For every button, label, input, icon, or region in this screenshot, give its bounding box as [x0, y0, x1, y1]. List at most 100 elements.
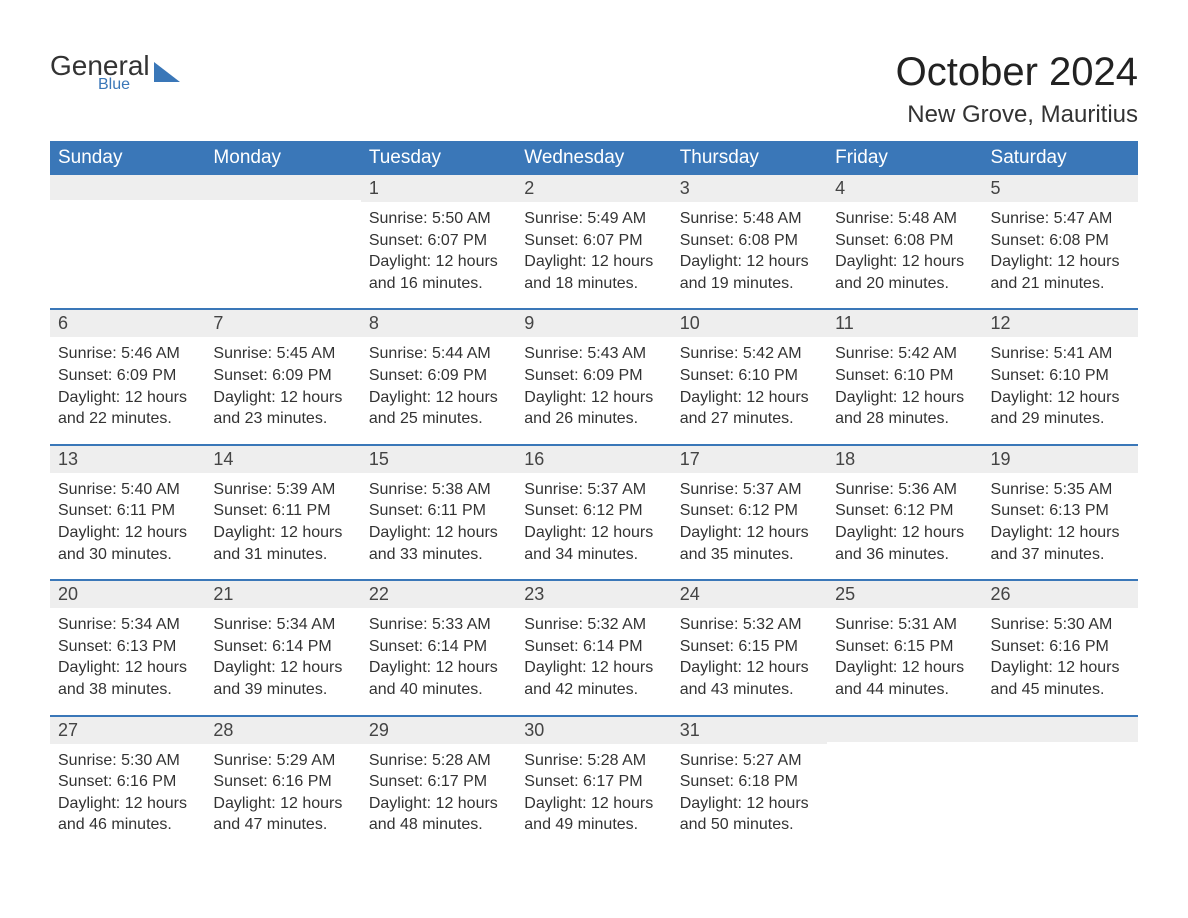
day-number: 4	[827, 175, 982, 202]
calendar-page: General Blue October 2024 New Grove, Mau…	[0, 0, 1188, 880]
calendar-day-cell: 26Sunrise: 5:30 AMSunset: 6:16 PMDayligh…	[983, 581, 1138, 714]
sunset-text: Sunset: 6:11 PM	[58, 500, 197, 522]
day-details: Sunrise: 5:32 AMSunset: 6:14 PMDaylight:…	[516, 608, 671, 714]
day-number: 30	[516, 717, 671, 744]
calendar-day-cell: 15Sunrise: 5:38 AMSunset: 6:11 PMDayligh…	[361, 446, 516, 579]
day-details: Sunrise: 5:32 AMSunset: 6:15 PMDaylight:…	[672, 608, 827, 714]
daylight-text: Daylight: 12 hours and 48 minutes.	[369, 793, 508, 836]
day-details: Sunrise: 5:47 AMSunset: 6:08 PMDaylight:…	[983, 202, 1138, 308]
sunrise-text: Sunrise: 5:34 AM	[58, 614, 197, 636]
calendar-week: 20Sunrise: 5:34 AMSunset: 6:13 PMDayligh…	[50, 579, 1138, 714]
sunset-text: Sunset: 6:08 PM	[991, 230, 1130, 252]
month-title: October 2024	[896, 50, 1138, 95]
weekday-header: Sunday	[50, 141, 205, 175]
sunrise-text: Sunrise: 5:41 AM	[991, 343, 1130, 365]
day-details: Sunrise: 5:37 AMSunset: 6:12 PMDaylight:…	[672, 473, 827, 579]
day-number: 17	[672, 446, 827, 473]
sunrise-text: Sunrise: 5:48 AM	[680, 208, 819, 230]
daylight-text: Daylight: 12 hours and 21 minutes.	[991, 251, 1130, 294]
calendar-day-cell: 22Sunrise: 5:33 AMSunset: 6:14 PMDayligh…	[361, 581, 516, 714]
calendar-day-cell: 14Sunrise: 5:39 AMSunset: 6:11 PMDayligh…	[205, 446, 360, 579]
sunrise-text: Sunrise: 5:29 AM	[213, 750, 352, 772]
day-number: 12	[983, 310, 1138, 337]
weekday-header: Thursday	[672, 141, 827, 175]
day-number: 24	[672, 581, 827, 608]
sunset-text: Sunset: 6:09 PM	[369, 365, 508, 387]
sunset-text: Sunset: 6:09 PM	[58, 365, 197, 387]
day-number: 25	[827, 581, 982, 608]
sunrise-text: Sunrise: 5:42 AM	[680, 343, 819, 365]
day-details: Sunrise: 5:30 AMSunset: 6:16 PMDaylight:…	[50, 744, 205, 850]
calendar-week: 27Sunrise: 5:30 AMSunset: 6:16 PMDayligh…	[50, 715, 1138, 850]
sunrise-text: Sunrise: 5:32 AM	[524, 614, 663, 636]
daylight-text: Daylight: 12 hours and 20 minutes.	[835, 251, 974, 294]
daylight-text: Daylight: 12 hours and 26 minutes.	[524, 387, 663, 430]
calendar-day-cell: 11Sunrise: 5:42 AMSunset: 6:10 PMDayligh…	[827, 310, 982, 443]
daylight-text: Daylight: 12 hours and 40 minutes.	[369, 657, 508, 700]
daylight-text: Daylight: 12 hours and 43 minutes.	[680, 657, 819, 700]
day-number: 19	[983, 446, 1138, 473]
day-details: Sunrise: 5:34 AMSunset: 6:13 PMDaylight:…	[50, 608, 205, 714]
calendar-day-cell: 19Sunrise: 5:35 AMSunset: 6:13 PMDayligh…	[983, 446, 1138, 579]
day-details: Sunrise: 5:37 AMSunset: 6:12 PMDaylight:…	[516, 473, 671, 579]
day-details: Sunrise: 5:30 AMSunset: 6:16 PMDaylight:…	[983, 608, 1138, 714]
sunrise-text: Sunrise: 5:48 AM	[835, 208, 974, 230]
sunrise-text: Sunrise: 5:50 AM	[369, 208, 508, 230]
daylight-text: Daylight: 12 hours and 39 minutes.	[213, 657, 352, 700]
sunset-text: Sunset: 6:13 PM	[58, 636, 197, 658]
day-details: Sunrise: 5:33 AMSunset: 6:14 PMDaylight:…	[361, 608, 516, 714]
calendar-day-cell: 23Sunrise: 5:32 AMSunset: 6:14 PMDayligh…	[516, 581, 671, 714]
sunset-text: Sunset: 6:09 PM	[524, 365, 663, 387]
sunset-text: Sunset: 6:07 PM	[369, 230, 508, 252]
day-number	[983, 717, 1138, 742]
calendar-day-cell: 28Sunrise: 5:29 AMSunset: 6:16 PMDayligh…	[205, 717, 360, 850]
day-number: 1	[361, 175, 516, 202]
sunset-text: Sunset: 6:09 PM	[213, 365, 352, 387]
daylight-text: Daylight: 12 hours and 33 minutes.	[369, 522, 508, 565]
sunset-text: Sunset: 6:14 PM	[369, 636, 508, 658]
sunset-text: Sunset: 6:15 PM	[680, 636, 819, 658]
logo-triangle-icon	[154, 62, 180, 82]
calendar-day-cell: 8Sunrise: 5:44 AMSunset: 6:09 PMDaylight…	[361, 310, 516, 443]
calendar-week: 13Sunrise: 5:40 AMSunset: 6:11 PMDayligh…	[50, 444, 1138, 579]
daylight-text: Daylight: 12 hours and 28 minutes.	[835, 387, 974, 430]
day-number: 10	[672, 310, 827, 337]
day-details: Sunrise: 5:38 AMSunset: 6:11 PMDaylight:…	[361, 473, 516, 579]
calendar-day-cell: 9Sunrise: 5:43 AMSunset: 6:09 PMDaylight…	[516, 310, 671, 443]
day-details: Sunrise: 5:44 AMSunset: 6:09 PMDaylight:…	[361, 337, 516, 443]
sunset-text: Sunset: 6:17 PM	[524, 771, 663, 793]
sunrise-text: Sunrise: 5:40 AM	[58, 479, 197, 501]
calendar-day-cell: 16Sunrise: 5:37 AMSunset: 6:12 PMDayligh…	[516, 446, 671, 579]
calendar-day-cell	[827, 717, 982, 850]
sunrise-text: Sunrise: 5:37 AM	[524, 479, 663, 501]
calendar-day-cell: 24Sunrise: 5:32 AMSunset: 6:15 PMDayligh…	[672, 581, 827, 714]
calendar-day-cell: 17Sunrise: 5:37 AMSunset: 6:12 PMDayligh…	[672, 446, 827, 579]
sunrise-text: Sunrise: 5:44 AM	[369, 343, 508, 365]
day-number: 28	[205, 717, 360, 744]
calendar-day-cell: 10Sunrise: 5:42 AMSunset: 6:10 PMDayligh…	[672, 310, 827, 443]
calendar-day-cell: 18Sunrise: 5:36 AMSunset: 6:12 PMDayligh…	[827, 446, 982, 579]
calendar-day-cell: 29Sunrise: 5:28 AMSunset: 6:17 PMDayligh…	[361, 717, 516, 850]
day-details: Sunrise: 5:34 AMSunset: 6:14 PMDaylight:…	[205, 608, 360, 714]
weekday-header: Saturday	[983, 141, 1138, 175]
day-number: 14	[205, 446, 360, 473]
calendar-day-cell: 5Sunrise: 5:47 AMSunset: 6:08 PMDaylight…	[983, 175, 1138, 308]
calendar-grid: Sunday Monday Tuesday Wednesday Thursday…	[50, 141, 1138, 850]
calendar-day-cell: 3Sunrise: 5:48 AMSunset: 6:08 PMDaylight…	[672, 175, 827, 308]
day-number: 3	[672, 175, 827, 202]
day-details: Sunrise: 5:29 AMSunset: 6:16 PMDaylight:…	[205, 744, 360, 850]
sunrise-text: Sunrise: 5:30 AM	[58, 750, 197, 772]
sunrise-text: Sunrise: 5:30 AM	[991, 614, 1130, 636]
weekday-header: Friday	[827, 141, 982, 175]
calendar-day-cell: 31Sunrise: 5:27 AMSunset: 6:18 PMDayligh…	[672, 717, 827, 850]
day-number: 8	[361, 310, 516, 337]
sunrise-text: Sunrise: 5:34 AM	[213, 614, 352, 636]
day-number: 29	[361, 717, 516, 744]
daylight-text: Daylight: 12 hours and 25 minutes.	[369, 387, 508, 430]
day-details: Sunrise: 5:42 AMSunset: 6:10 PMDaylight:…	[672, 337, 827, 443]
calendar-day-cell	[983, 717, 1138, 850]
calendar-week: 1 Sunrise: 5:50 AMSunset: 6:07 PM Daylight…	[50, 175, 1138, 308]
sunset-text: Sunset: 6:12 PM	[680, 500, 819, 522]
calendar-day-cell: 2Sunrise: 5:49 AMSunset: 6:07 PMDaylight…	[516, 175, 671, 308]
sunrise-text: Sunrise: 5:43 AM	[524, 343, 663, 365]
